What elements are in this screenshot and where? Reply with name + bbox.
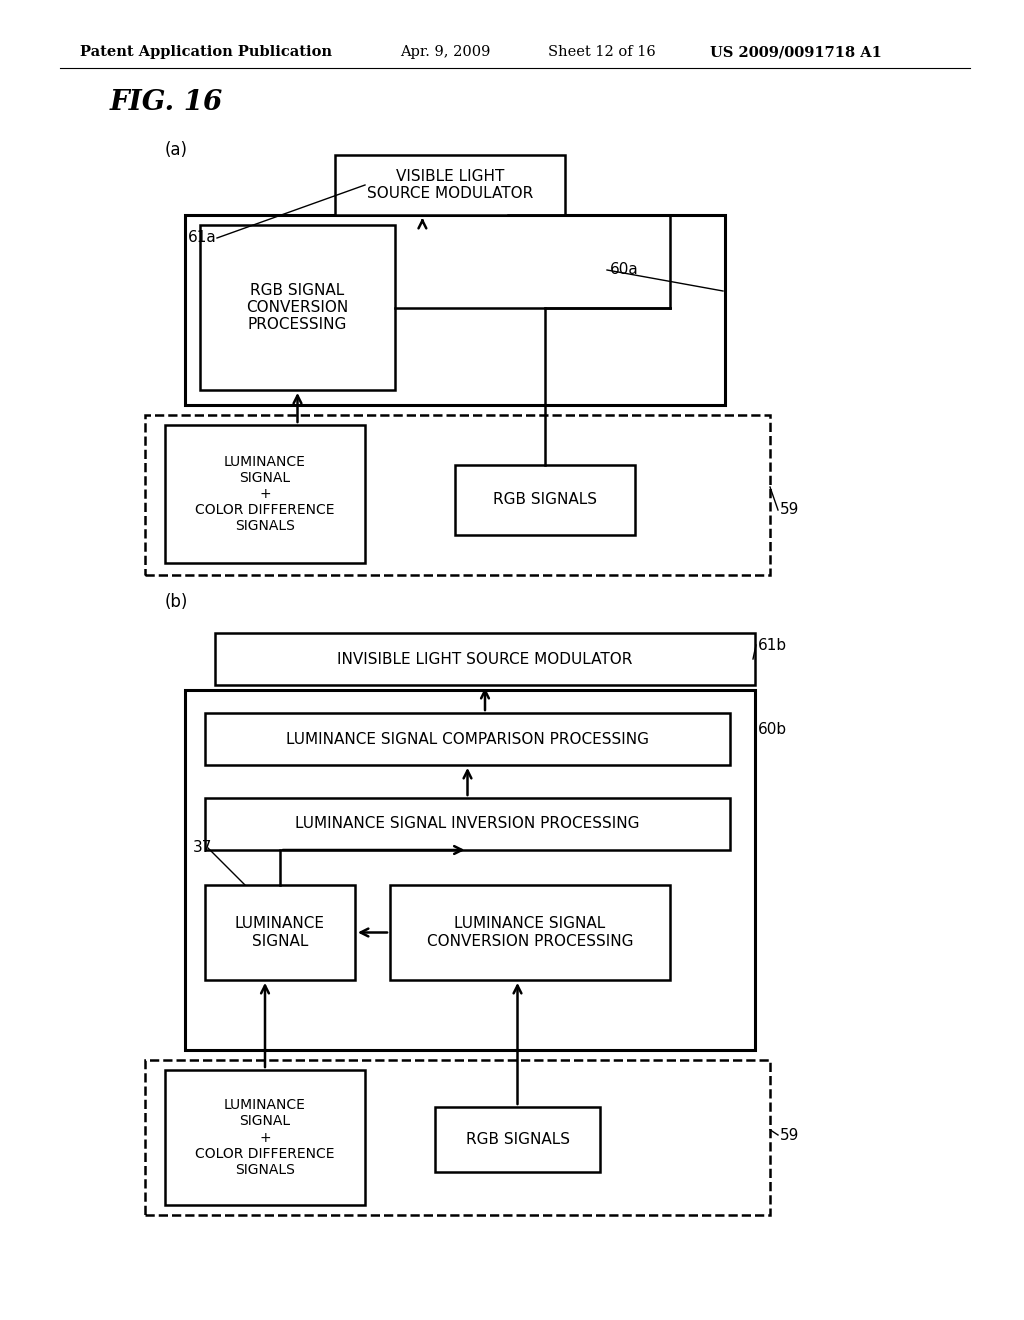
Bar (205, 884, 355, 979)
Bar (390, 884, 670, 979)
Bar (165, 425, 365, 564)
Text: RGB SIGNALS: RGB SIGNALS (493, 492, 597, 507)
Text: LUMINANCE
SIGNAL: LUMINANCE SIGNAL (234, 916, 325, 949)
Text: 60a: 60a (610, 263, 639, 277)
Text: 60b: 60b (758, 722, 787, 738)
Text: 61b: 61b (758, 638, 787, 652)
Bar (335, 154, 565, 215)
Text: LUMINANCE SIGNAL
CONVERSION PROCESSING: LUMINANCE SIGNAL CONVERSION PROCESSING (427, 916, 633, 949)
Bar (435, 1107, 600, 1172)
Text: (b): (b) (165, 593, 188, 611)
Bar (145, 414, 770, 576)
Bar (205, 713, 730, 766)
Text: VISIBLE LIGHT
SOURCE MODULATOR: VISIBLE LIGHT SOURCE MODULATOR (367, 169, 534, 201)
Bar (185, 690, 755, 1049)
Bar (185, 215, 725, 405)
Text: RGB SIGNALS: RGB SIGNALS (466, 1133, 569, 1147)
Text: LUMINANCE
SIGNAL
+
COLOR DIFFERENCE
SIGNALS: LUMINANCE SIGNAL + COLOR DIFFERENCE SIGN… (196, 1098, 335, 1177)
Text: LUMINANCE SIGNAL INVERSION PROCESSING: LUMINANCE SIGNAL INVERSION PROCESSING (295, 817, 640, 832)
Text: FIG. 16: FIG. 16 (110, 88, 223, 116)
Text: 37: 37 (193, 841, 212, 855)
Text: 59: 59 (780, 503, 800, 517)
Text: INVISIBLE LIGHT SOURCE MODULATOR: INVISIBLE LIGHT SOURCE MODULATOR (337, 652, 633, 667)
Bar (200, 224, 395, 389)
Text: RGB SIGNAL
CONVERSION
PROCESSING: RGB SIGNAL CONVERSION PROCESSING (247, 282, 348, 333)
Text: LUMINANCE SIGNAL COMPARISON PROCESSING: LUMINANCE SIGNAL COMPARISON PROCESSING (286, 731, 649, 747)
Text: (a): (a) (165, 141, 188, 158)
Text: Sheet 12 of 16: Sheet 12 of 16 (548, 45, 655, 59)
Bar (165, 1071, 365, 1205)
Bar (205, 799, 730, 850)
Text: US 2009/0091718 A1: US 2009/0091718 A1 (710, 45, 882, 59)
Text: 61a: 61a (188, 231, 217, 246)
Text: LUMINANCE
SIGNAL
+
COLOR DIFFERENCE
SIGNALS: LUMINANCE SIGNAL + COLOR DIFFERENCE SIGN… (196, 454, 335, 533)
Bar (215, 634, 755, 685)
Bar (145, 1060, 770, 1214)
Bar (455, 465, 635, 535)
Text: Patent Application Publication: Patent Application Publication (80, 45, 332, 59)
Text: 59: 59 (780, 1127, 800, 1143)
Text: Apr. 9, 2009: Apr. 9, 2009 (400, 45, 490, 59)
